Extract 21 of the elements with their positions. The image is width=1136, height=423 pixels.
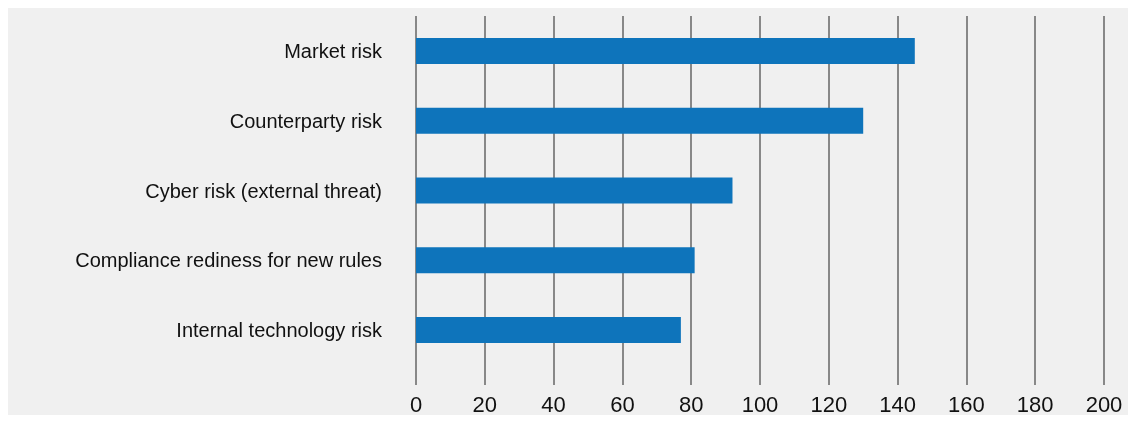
x-tick-label: 140 — [879, 391, 916, 417]
bar — [416, 107, 864, 134]
bar — [416, 177, 733, 204]
x-tick-label: 60 — [610, 391, 635, 417]
y-tick-label: Market risk — [284, 39, 383, 62]
x-tick-label: 80 — [678, 391, 704, 417]
y-tick-label: Internal technology risk — [176, 319, 383, 342]
x-tick-label: 100 — [741, 391, 779, 417]
bar — [416, 317, 681, 344]
y-tick-label: Compliance rediness for new rules — [75, 249, 382, 272]
x-tick-label: 180 — [1016, 391, 1054, 417]
y-tick-label: Counterparty risk — [229, 109, 383, 132]
x-tick-label: 20 — [472, 391, 498, 417]
bar — [416, 247, 695, 274]
x-tick-label: 120 — [810, 391, 848, 417]
x-tick-label: 160 — [948, 391, 985, 417]
x-tick-label: 0 — [409, 391, 423, 417]
y-tick-label: Cyber risk (external threat) — [145, 179, 382, 202]
x-tick-label: 40 — [541, 391, 566, 417]
x-tick-label: 200 — [1085, 391, 1123, 417]
bar — [416, 37, 915, 64]
